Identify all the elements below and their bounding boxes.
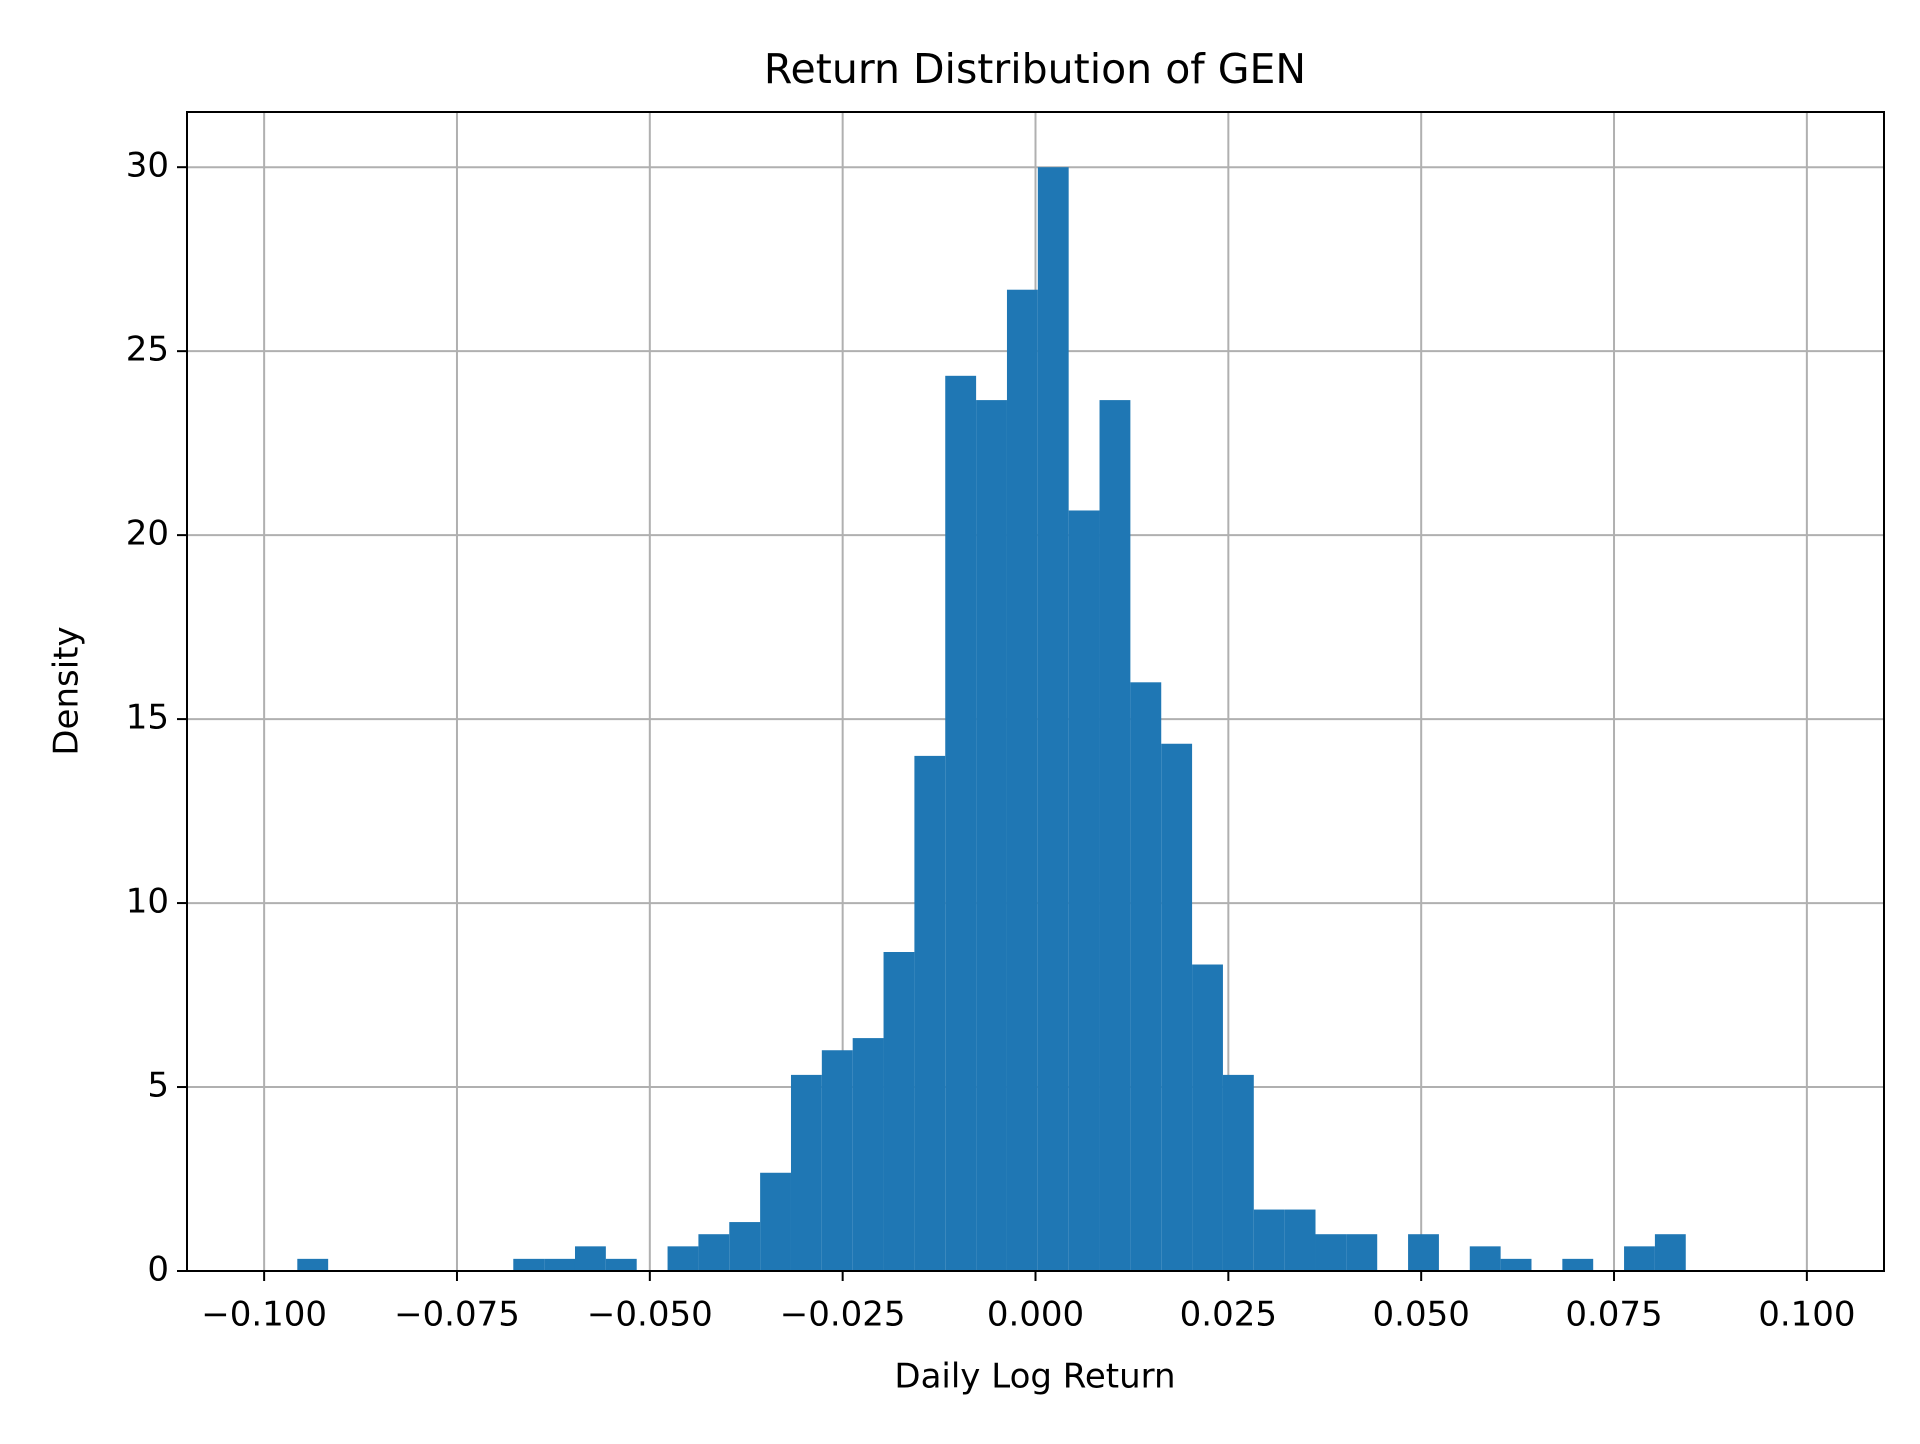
bar xyxy=(821,1050,853,1271)
bar xyxy=(1284,1209,1316,1271)
x-axis-label: Daily Log Return xyxy=(894,1357,1175,1397)
y-tick-label: 5 xyxy=(147,1066,169,1106)
bar xyxy=(1192,964,1223,1271)
bar xyxy=(1161,743,1193,1271)
x-tick-label: 0.100 xyxy=(1758,1295,1855,1335)
bar xyxy=(1624,1246,1655,1271)
bar xyxy=(1346,1234,1378,1271)
x-tick-label: 0.000 xyxy=(987,1295,1084,1335)
axes: 0 5 10 15 20 25 30 −0.100 −0.075 −0.050 −0.025 0.00… xyxy=(126,111,1885,1335)
y-tick-label: 10 xyxy=(126,882,169,922)
y-tick-label: 15 xyxy=(126,698,169,738)
bar xyxy=(729,1222,761,1271)
bar xyxy=(297,1258,329,1271)
bar xyxy=(1222,1074,1254,1271)
bar xyxy=(790,1074,822,1271)
bar xyxy=(852,1038,884,1271)
x-tick-label: 0.025 xyxy=(1180,1295,1277,1335)
bar xyxy=(1099,400,1131,1271)
x-tick-label: −0.075 xyxy=(394,1295,520,1335)
x-tick-label: −0.100 xyxy=(201,1295,327,1335)
bar xyxy=(760,1172,791,1271)
bar xyxy=(574,1246,606,1271)
plot-frame xyxy=(186,111,1885,1272)
bar xyxy=(976,400,1007,1271)
bar xyxy=(1654,1234,1686,1271)
bar xyxy=(883,951,915,1271)
y-tick-label: 30 xyxy=(126,146,169,186)
bars xyxy=(297,167,1686,1272)
bar xyxy=(667,1246,699,1271)
x-tick-label: −0.050 xyxy=(587,1295,713,1335)
x-tick-label: 0.050 xyxy=(1373,1295,1470,1335)
bar xyxy=(1037,167,1069,1272)
chart-title: Return Distribution of GEN xyxy=(764,45,1306,93)
x-tick-label: 0.075 xyxy=(1565,1295,1662,1335)
bar xyxy=(513,1258,545,1271)
bar xyxy=(1253,1209,1285,1271)
bar xyxy=(698,1234,730,1271)
bar xyxy=(544,1258,575,1271)
bar xyxy=(1315,1234,1347,1271)
bar xyxy=(1068,510,1100,1272)
bar xyxy=(914,755,946,1271)
bar xyxy=(945,375,977,1271)
bar xyxy=(1130,682,1162,1271)
y-axis-label: Density xyxy=(47,626,87,755)
y-tick-label: 25 xyxy=(126,330,169,370)
bar xyxy=(1562,1258,1594,1271)
bar xyxy=(1469,1246,1501,1271)
bar xyxy=(1500,1258,1532,1271)
bar xyxy=(605,1258,637,1271)
bar xyxy=(1408,1234,1439,1271)
y-tick-label: 0 xyxy=(147,1250,169,1290)
y-tick-label: 20 xyxy=(126,514,169,554)
bar xyxy=(1006,289,1038,1271)
x-tick-label: −0.025 xyxy=(780,1295,906,1335)
